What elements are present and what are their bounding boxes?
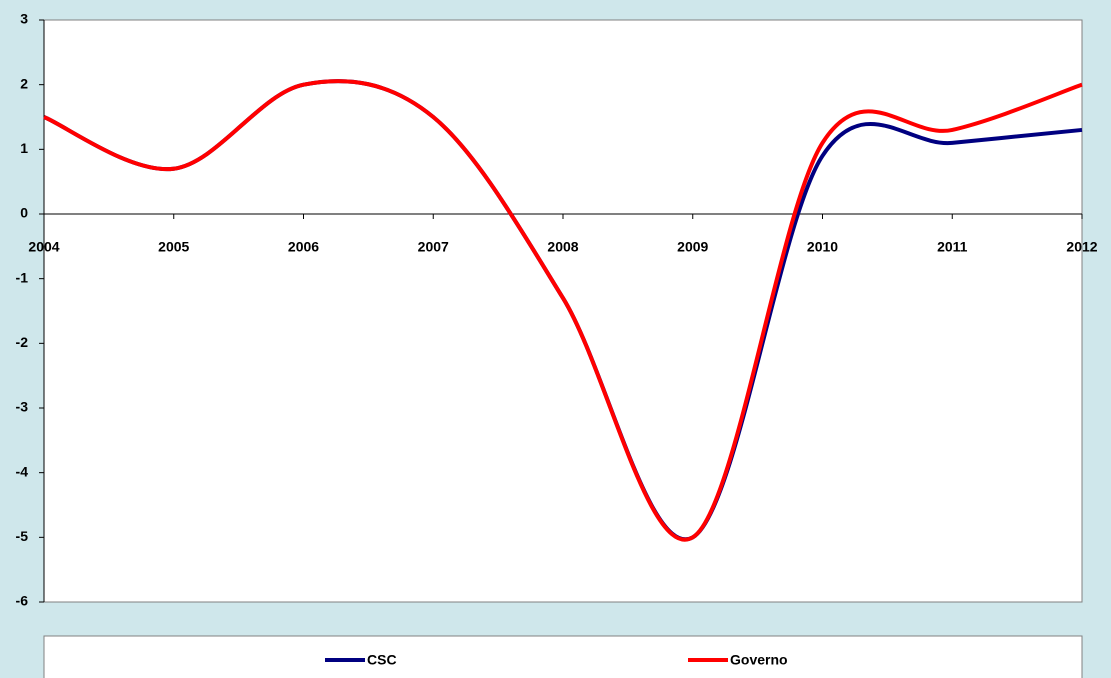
x-tick-label: 2012 <box>1066 239 1097 255</box>
x-tick-label: 2011 <box>937 239 968 255</box>
y-tick-label: -3 <box>16 399 29 415</box>
legend-box <box>43 635 1083 678</box>
x-tick-label: 2005 <box>158 239 189 255</box>
y-tick-label: -6 <box>16 593 29 609</box>
y-tick-label: 3 <box>20 11 28 27</box>
legend-label: CSC <box>367 652 397 668</box>
y-tick-label: -4 <box>16 463 29 479</box>
y-tick-label: -2 <box>16 334 29 350</box>
y-tick-label: -1 <box>16 269 29 285</box>
plot-area <box>43 19 1083 603</box>
x-tick-label: 2007 <box>418 239 449 255</box>
x-tick-label: 2010 <box>807 239 838 255</box>
y-tick-label: -5 <box>16 528 29 544</box>
x-tick-label: 2006 <box>288 239 319 255</box>
x-tick-label: 2004 <box>28 239 59 255</box>
x-tick-label: 2008 <box>547 239 578 255</box>
y-tick-label: 0 <box>20 205 28 221</box>
y-tick-label: 2 <box>20 75 28 91</box>
series-line <box>43 79 1083 542</box>
legend-label: Governo <box>730 652 788 668</box>
x-tick-label: 2009 <box>677 239 708 255</box>
y-tick-label: 1 <box>20 140 28 156</box>
